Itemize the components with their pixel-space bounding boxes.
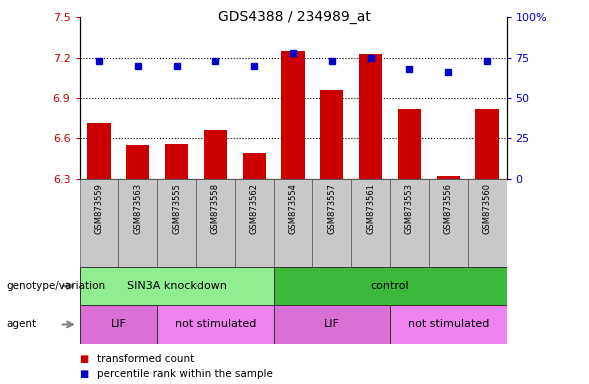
Bar	[80, 267, 274, 305]
Text: not stimulated: not stimulated	[175, 319, 256, 329]
Text: GSM873563: GSM873563	[133, 183, 143, 234]
Bar	[157, 179, 196, 267]
Bar	[235, 179, 274, 267]
Text: SIN3A knockdown: SIN3A knockdown	[127, 281, 227, 291]
Bar	[282, 51, 305, 179]
Bar	[359, 53, 382, 179]
Text: GSM873557: GSM873557	[327, 183, 336, 234]
Bar	[118, 179, 157, 267]
Bar	[157, 305, 274, 344]
Bar	[351, 179, 390, 267]
Text: LIF: LIF	[110, 319, 126, 329]
Text: GSM873555: GSM873555	[172, 183, 181, 234]
Bar	[274, 267, 507, 305]
Bar	[468, 179, 507, 267]
Bar	[196, 179, 235, 267]
Text: GSM873560: GSM873560	[482, 183, 492, 234]
Bar	[390, 179, 429, 267]
Text: GDS4388 / 234989_at: GDS4388 / 234989_at	[218, 10, 371, 23]
Bar	[436, 176, 460, 179]
Text: percentile rank within the sample: percentile rank within the sample	[97, 369, 273, 379]
Text: control: control	[370, 281, 409, 291]
Bar	[243, 153, 266, 179]
Text: GSM873559: GSM873559	[94, 183, 104, 234]
Bar	[429, 179, 468, 267]
Bar	[274, 305, 390, 344]
Text: GSM873561: GSM873561	[366, 183, 375, 234]
Bar	[312, 179, 351, 267]
Text: transformed count: transformed count	[97, 354, 194, 364]
Bar	[390, 305, 507, 344]
Bar	[165, 144, 188, 179]
Bar	[475, 109, 499, 179]
Bar	[398, 109, 421, 179]
Text: ■: ■	[80, 369, 89, 379]
Text: agent: agent	[6, 319, 36, 329]
Text: not stimulated: not stimulated	[408, 319, 489, 329]
Bar	[80, 305, 157, 344]
Bar	[87, 123, 111, 179]
Text: GSM873554: GSM873554	[289, 183, 297, 234]
Bar	[204, 130, 227, 179]
Bar	[274, 179, 312, 267]
Text: GSM873556: GSM873556	[444, 183, 453, 234]
Bar	[320, 90, 343, 179]
Text: GSM873558: GSM873558	[211, 183, 220, 234]
Text: GSM873562: GSM873562	[250, 183, 259, 234]
Text: GSM873553: GSM873553	[405, 183, 414, 234]
Text: LIF: LIF	[324, 319, 340, 329]
Text: genotype/variation: genotype/variation	[6, 281, 105, 291]
Bar	[126, 145, 150, 179]
Text: ■: ■	[80, 354, 89, 364]
Bar	[80, 179, 118, 267]
